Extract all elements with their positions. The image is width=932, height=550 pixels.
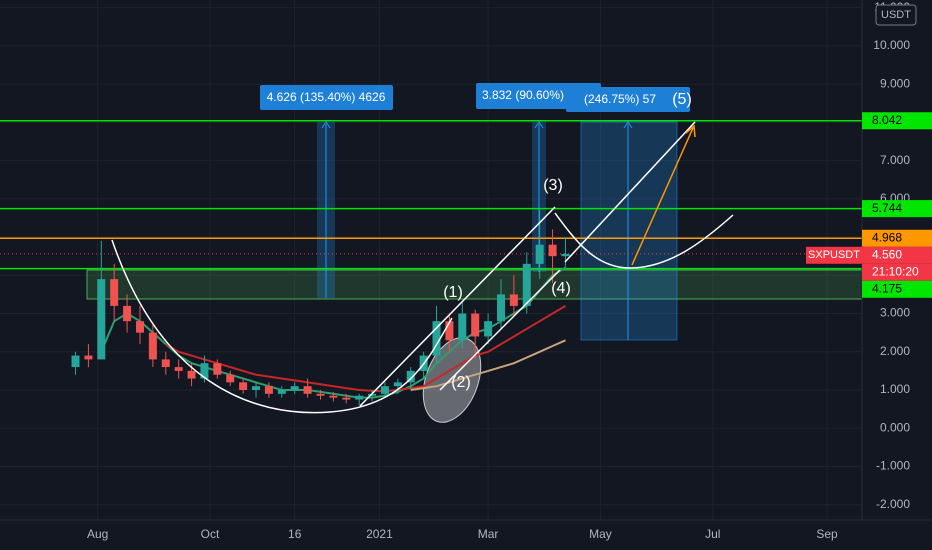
candle-body — [509, 294, 518, 306]
candle-body — [368, 393, 377, 396]
wave-label: (2) — [451, 374, 471, 391]
candle-body — [161, 359, 170, 368]
candle-body — [355, 395, 364, 400]
candle-body — [252, 386, 261, 390]
price-tag-label: 8.042 — [872, 113, 902, 127]
price-tag-label: 5.744 — [872, 201, 902, 215]
candle-body — [445, 321, 454, 341]
price-tag — [862, 246, 932, 264]
x-tick-label: Jul — [705, 527, 720, 541]
arrow-head — [623, 121, 633, 129]
arrow-head — [685, 124, 696, 138]
candle-body — [303, 386, 312, 394]
candle-body — [110, 279, 119, 306]
candle-body — [187, 370, 196, 379]
arrow-head — [321, 121, 331, 129]
y-tick-label: 3.000 — [880, 306, 910, 320]
x-tick-label: Oct — [201, 527, 220, 541]
measure-label: 4.626 (135.40%) 4626 — [267, 90, 386, 104]
candle-body — [522, 263, 531, 306]
symbol-label: SXPUSDT — [808, 249, 860, 261]
candle-body — [561, 253, 570, 257]
moving-average — [410, 339, 566, 391]
candle-body — [174, 367, 183, 371]
candle-body — [264, 386, 273, 394]
measure-label: (246.75%) 57 — [584, 92, 656, 106]
symbol-tag — [806, 246, 862, 264]
candle-body — [226, 374, 235, 383]
price-tag-label: 4.175 — [872, 281, 902, 295]
x-tick-label: 16 — [288, 527, 302, 541]
candle-body — [484, 321, 493, 337]
measure-label-box — [260, 85, 393, 110]
x-tick-label: Sep — [816, 527, 838, 541]
y-tick-label: 7.000 — [880, 153, 910, 167]
trend-line — [359, 206, 556, 407]
target-line — [564, 121, 696, 263]
highlight-ellipse — [422, 337, 482, 423]
price-tag-label: 4.968 — [872, 230, 902, 244]
zone — [86, 269, 863, 300]
handle-curve — [554, 212, 734, 269]
candle-body — [496, 294, 505, 322]
countdown-tag — [862, 263, 932, 281]
cup-curve — [111, 239, 453, 414]
price-tag — [862, 229, 932, 247]
candle-body — [84, 355, 93, 360]
wave-label: (1) — [443, 284, 463, 301]
candle-body — [290, 386, 299, 390]
y-tick-label: -1.000 — [876, 459, 910, 473]
currency: USDT — [881, 9, 911, 21]
measure-label-box — [566, 87, 690, 112]
candle-body — [535, 244, 544, 264]
wave-label: (3) — [543, 177, 563, 194]
y-tick-label: 2.000 — [880, 344, 910, 358]
price-tag-label: 4.560 — [872, 247, 902, 261]
y-tick-label: 9.000 — [880, 76, 910, 90]
candle-body — [71, 355, 80, 368]
candle-body — [432, 321, 441, 356]
candle-body — [380, 386, 389, 394]
countdown-label: 21:10:20 — [872, 264, 919, 278]
candle-body — [123, 305, 132, 322]
wave-label: (4) — [551, 280, 571, 297]
y-tick-label: 1.000 — [880, 382, 910, 396]
candle-body — [393, 382, 402, 387]
x-tick-label: Mar — [478, 527, 499, 541]
price-axis: -2.000-1.0000.0001.0002.0003.0004.0005.0… — [87, 0, 932, 541]
candle-body — [471, 313, 480, 337]
candle-body — [277, 390, 286, 394]
candle-body — [213, 363, 222, 375]
currency-box[interactable] — [875, 4, 917, 26]
price-tag — [862, 280, 932, 298]
plot — [0, 119, 862, 406]
x-tick-label: 2021 — [366, 527, 393, 541]
candle-body — [200, 363, 209, 379]
candle-body — [342, 397, 351, 400]
price-tag — [862, 112, 932, 130]
candle-body — [458, 313, 467, 341]
y-tick-label: 10.000 — [873, 38, 910, 52]
candle-body — [316, 393, 325, 396]
candle-body — [135, 321, 144, 333]
candle-body — [406, 370, 415, 383]
x-tick-label: May — [589, 527, 612, 541]
projection-arrow — [631, 127, 694, 266]
arrow-head — [534, 121, 544, 129]
candle-body — [239, 382, 248, 390]
x-tick-label: Aug — [87, 527, 108, 541]
candle-body — [148, 332, 157, 360]
moving-average — [165, 305, 567, 393]
candle-body — [329, 395, 338, 398]
y-tick-label: 0.000 — [880, 420, 910, 434]
measure-box — [580, 121, 678, 341]
trend-line — [439, 269, 561, 391]
candle-body — [548, 244, 557, 257]
price-tag — [862, 200, 932, 218]
y-tick-label: -2.000 — [876, 497, 910, 511]
candle-body — [97, 279, 106, 360]
wave-label: (5) — [672, 91, 692, 108]
